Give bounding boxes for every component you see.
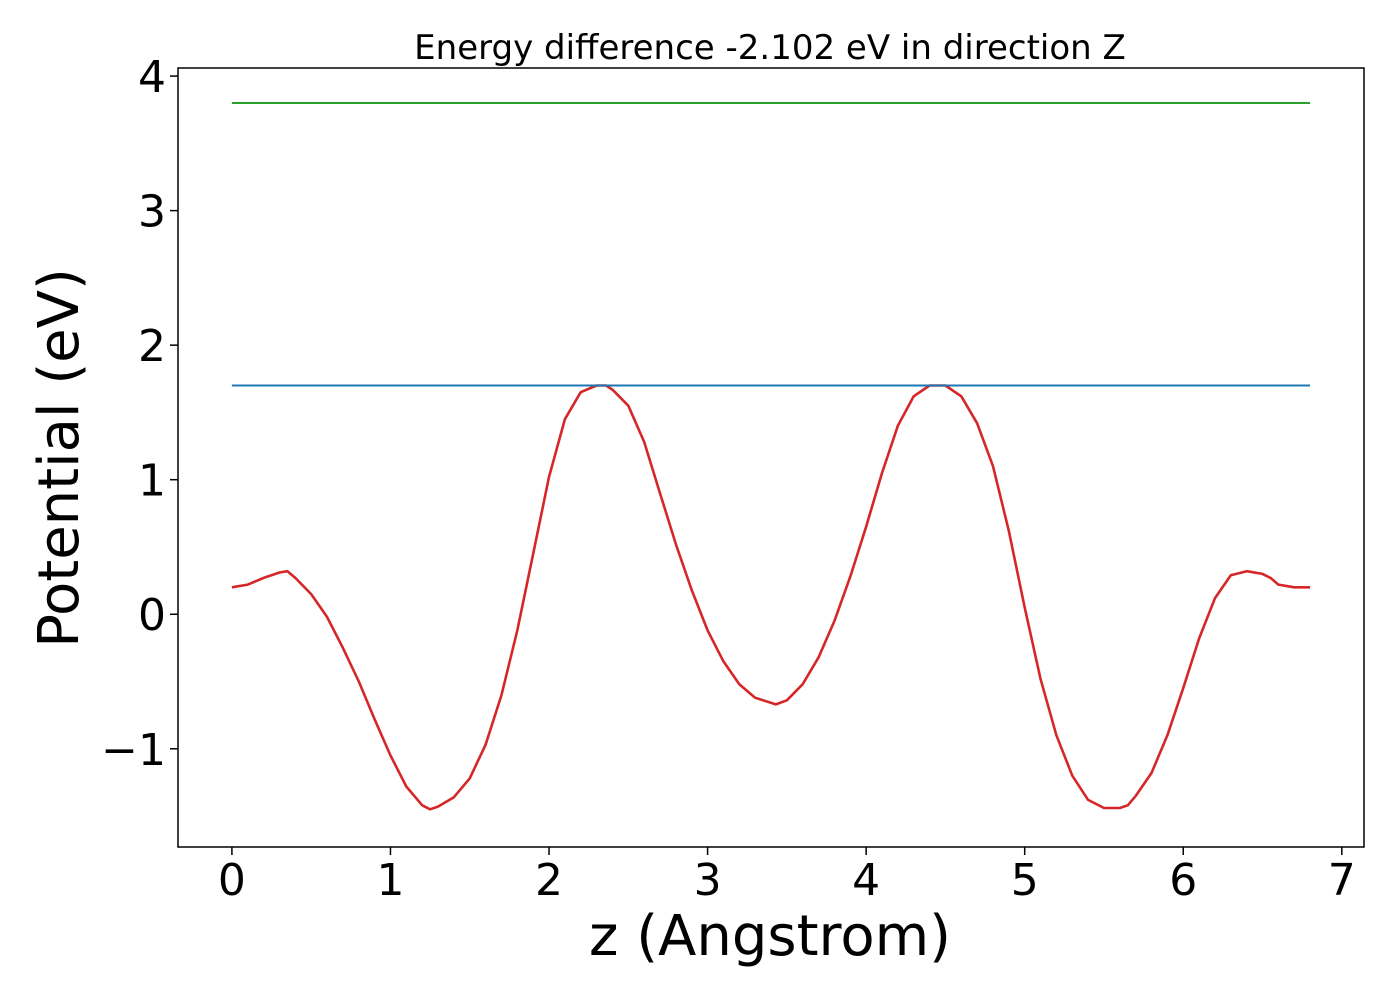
chart-title: Energy difference -2.102 eV in direction… — [414, 28, 1126, 68]
plot-frame — [177, 67, 1365, 848]
x-tick-label: 4 — [852, 855, 880, 906]
y-tick-label: 3 — [138, 187, 166, 238]
x-tick-label: 1 — [376, 855, 404, 906]
y-tick-label: 1 — [138, 456, 166, 507]
y-tick-label: −1 — [101, 725, 166, 776]
x-tick-label: 3 — [694, 855, 722, 906]
y-axis-label: Potential (eV) — [27, 268, 92, 648]
plot-lines — [231, 102, 1311, 811]
x-tick-label: 7 — [1328, 855, 1356, 906]
x-tick-label: 2 — [535, 855, 563, 906]
x-tick-label: 0 — [218, 855, 246, 906]
y-axis-ticks: −1 0 1 2 3 4 — [101, 52, 178, 776]
series-line-0 — [231, 384, 1311, 811]
x-tick-label: 5 — [1011, 855, 1039, 906]
x-tick-label: 6 — [1169, 855, 1197, 906]
x-axis-ticks: 0 1 2 3 4 5 6 7 — [218, 847, 1356, 906]
x-axis-label: z (Angstrom) — [589, 904, 951, 969]
y-tick-label: 4 — [138, 52, 166, 103]
y-tick-label: 2 — [138, 321, 166, 372]
y-tick-label: 0 — [138, 590, 166, 641]
